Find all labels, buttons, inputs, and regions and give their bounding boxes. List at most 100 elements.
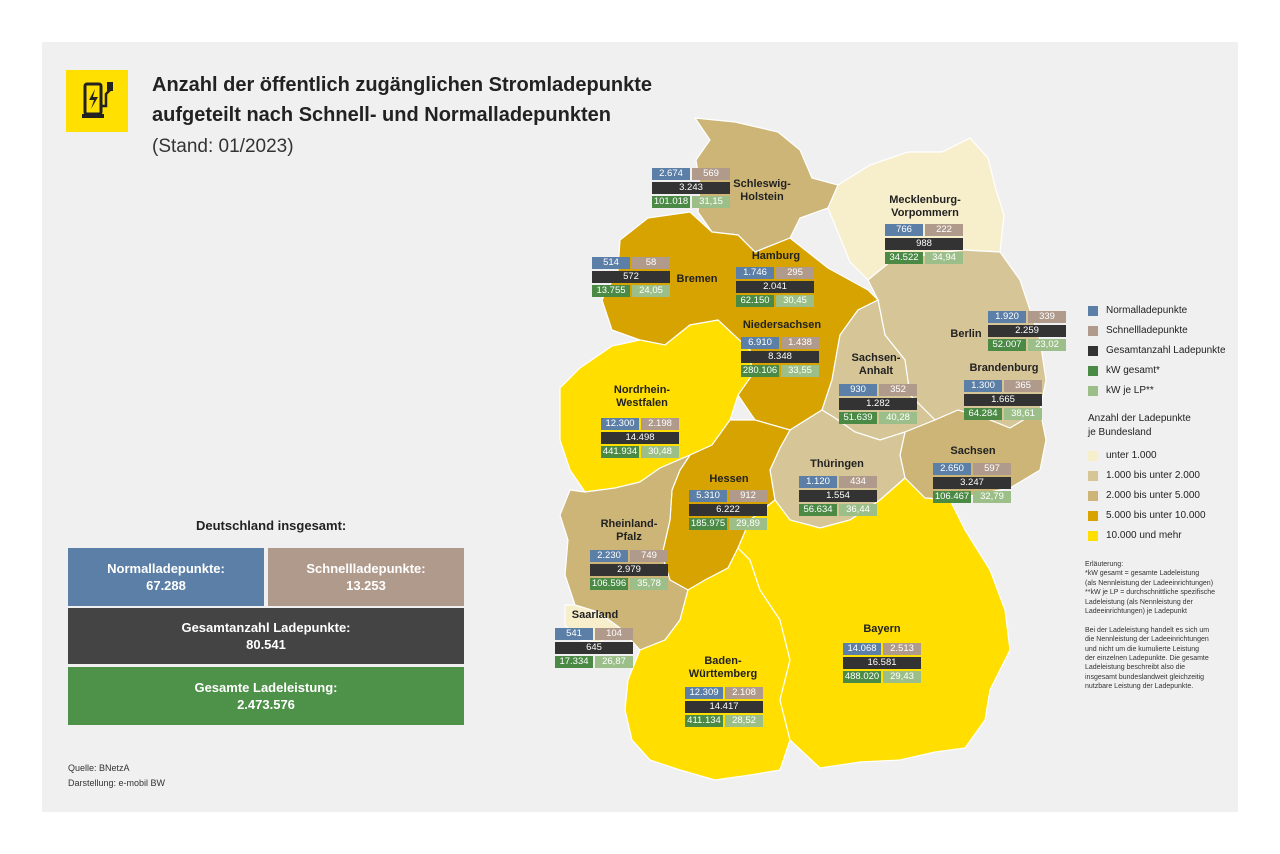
explanatory-notes: Erläuterung: *kW gesamt = gesamte Ladele… [1085,561,1216,691]
total-leistung-label: Gesamte Ladeleistung: [194,680,338,695]
state-data-be: 1.920 339 2.259 52.007 23,02 [988,311,1066,353]
normal-count: 1.300 [964,380,1002,392]
source-note: Quelle: BNetzA [68,763,130,773]
schnell-count: 365 [1004,380,1042,392]
total-normal-label: Normalladepunkte: [107,561,225,576]
normal-count: 5.310 [689,490,727,502]
state-data-sl: 541 104 645 17.334 26,87 [555,628,633,670]
legend-category-2: 1.000 bis unter 2.000 [1088,470,1200,481]
row-kw: 441.934 30,48 [601,446,679,458]
kw-total: 488.020 [843,671,881,683]
schnell-count: 1.438 [781,337,819,349]
total-schnell-box: Schnellladepunkte: 13.253 [268,548,464,606]
gesamt-count: 1.665 [964,394,1042,406]
normal-count: 12.309 [685,687,723,699]
gesamt-count: 572 [592,271,670,283]
kw-per-lp: 24,05 [632,285,670,297]
legend-swatch [1088,450,1098,461]
state-label-nw: Nordrhein- Westfalen [613,384,671,409]
region-by [737,477,1011,769]
row-gesamt: 16.581 [843,657,921,669]
row-gesamt: 572 [592,271,670,283]
row-normal-schnell: 514 58 [592,257,670,269]
normal-count: 2.650 [933,463,971,475]
total-schnell-label: Schnellladepunkte: [306,561,426,576]
normal-count: 2.674 [652,168,690,180]
row-gesamt: 1.554 [799,490,877,502]
row-kw: 62.150 30,45 [736,295,814,307]
legend-item-gesamt: Gesamtanzahl Ladepunkte [1088,345,1226,356]
state-data-rp: 2.230 749 2.979 106.596 35,78 [590,550,668,592]
state-label-ni: Niedersachsen [742,319,822,331]
kw-total: 51.639 [839,412,877,424]
row-normal-schnell: 12.309 2.108 [685,687,763,699]
kw-total: 280.106 [741,365,779,377]
kw-per-lp: 32,79 [973,491,1011,503]
gesamt-count: 3.247 [933,477,1011,489]
legend-item-schnell: Schnellladepunkte [1088,325,1188,336]
legend-category-5: 10.000 und mehr [1088,530,1182,541]
schnell-count: 2.198 [641,418,679,430]
total-leistung-value: 2.473.576 [237,697,295,712]
gesamt-count: 6.222 [689,504,767,516]
schnell-count: 749 [630,550,668,562]
state-label-hb: Bremen [676,273,718,285]
state-data-nw: 12.300 2.198 14.498 441.934 30,48 [601,418,679,460]
gesamt-count: 1.282 [839,398,917,410]
legend-swatch [1088,305,1098,316]
gesamt-count: 14.417 [685,701,763,713]
legend-category-heading: Anzahl der Ladepunkte je Bundesland [1088,413,1191,438]
row-kw: 101.018 31,15 [652,196,730,208]
row-normal-schnell: 2.650 597 [933,463,1011,475]
row-kw: 34.522 34,94 [885,252,963,264]
gesamt-count: 14.498 [601,432,679,444]
normal-count: 930 [839,384,877,396]
row-gesamt: 6.222 [689,504,767,516]
state-data-hh: 1.746 295 2.041 62.150 30,45 [736,267,814,309]
schnell-count: 104 [595,628,633,640]
kw-total: 52.007 [988,339,1026,351]
kw-total: 56.634 [799,504,837,516]
row-kw: 106.467 32,79 [933,491,1011,503]
gesamt-count: 2.979 [590,564,668,576]
normal-count: 541 [555,628,593,640]
state-label-he: Hessen [709,473,749,485]
kw-total: 64.284 [964,408,1002,420]
schnell-count: 597 [973,463,1011,475]
schnell-count: 222 [925,224,963,236]
row-normal-schnell: 541 104 [555,628,633,640]
row-kw: 64.284 38,61 [964,408,1042,420]
ev-charging-station-icon [66,70,128,132]
schnell-count: 352 [879,384,917,396]
gesamt-count: 3.243 [652,182,730,194]
row-normal-schnell: 930 352 [839,384,917,396]
normal-count: 14.068 [843,643,881,655]
kw-per-lp: 35,78 [630,578,668,590]
state-data-by: 14.068 2.513 16.581 488.020 29,43 [843,643,921,685]
state-label-st: Sachsen- Anhalt [851,352,901,377]
schnell-count: 58 [632,257,670,269]
kw-per-lp: 31,15 [692,196,730,208]
state-data-mv: 766 222 988 34.522 34,94 [885,224,963,266]
row-gesamt: 2.041 [736,281,814,293]
kw-per-lp: 38,61 [1004,408,1042,420]
row-gesamt: 3.243 [652,182,730,194]
kw-total: 62.150 [736,295,774,307]
state-label-mv: Mecklenburg- Vorpommern [889,194,961,219]
title-line-1: Anzahl der öffentlich zugänglichen Strom… [152,74,653,96]
gesamt-count: 645 [555,642,633,654]
kw-per-lp: 36,44 [839,504,877,516]
kw-total: 34.522 [885,252,923,264]
title-date: (Stand: 01/2023) [152,136,294,157]
kw-per-lp: 23,02 [1028,339,1066,351]
state-data-sn: 2.650 597 3.247 106.467 32,79 [933,463,1011,505]
legend-swatch [1088,490,1098,501]
state-data-st: 930 352 1.282 51.639 40,28 [839,384,917,426]
schnell-count: 2.513 [883,643,921,655]
legend-item-kwlp: kW je LP** [1088,385,1154,396]
row-normal-schnell: 1.120 434 [799,476,877,488]
row-kw: 280.106 33,55 [741,365,819,377]
legend-swatch [1088,470,1098,481]
row-gesamt: 2.979 [590,564,668,576]
state-label-sl: Saarland [571,609,619,621]
